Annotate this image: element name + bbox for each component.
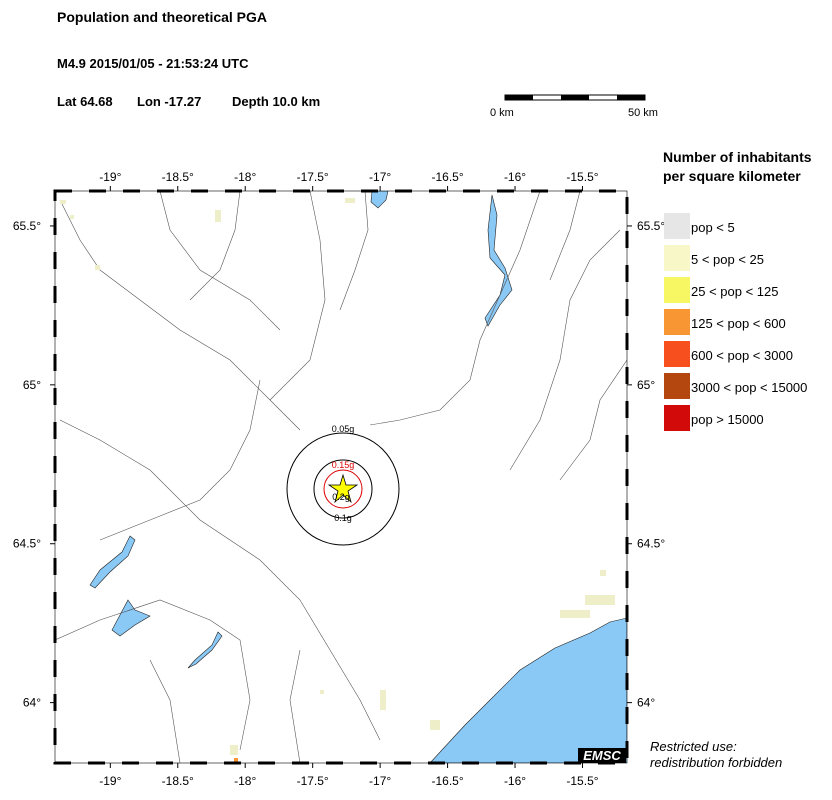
x-tick-label: -16.5°: [431, 774, 463, 788]
logo: EMSC: [583, 748, 621, 763]
river: [55, 599, 251, 751]
river: [159, 191, 281, 331]
y-tick-label: 65.5°: [637, 219, 665, 233]
scale-bar: 0 km 50 km: [490, 94, 658, 119]
lake: [111, 599, 151, 637]
y-tick-label: 65°: [637, 378, 655, 392]
x-tick-label: -17.5°: [297, 170, 329, 184]
x-tick-label: -17.5°: [297, 774, 329, 788]
pga-label: 0.2g: [332, 492, 350, 502]
x-tick-label: -19°: [99, 774, 121, 788]
river: [369, 191, 541, 426]
legend-label: 5 < pop < 25: [691, 252, 764, 267]
pga-label: 0.05g: [332, 424, 355, 434]
legend-label: pop < 5: [691, 220, 735, 235]
sea: [429, 617, 627, 763]
river: [99, 379, 261, 541]
river: [339, 191, 369, 311]
epicenter: [327, 473, 359, 504]
lake: [370, 191, 389, 209]
legend-swatch: [664, 341, 690, 367]
x-tick-label: -17°: [369, 170, 391, 184]
depth: Depth 10.0 km: [232, 94, 320, 109]
legend-swatch: [664, 277, 690, 303]
y-tick-label: 65.5°: [13, 219, 41, 233]
scale-start: 0 km: [490, 107, 514, 119]
pga-circles: 0.05g 0.15g 0.2g 0.1g: [286, 424, 400, 546]
river: [269, 191, 326, 401]
population-dots: [60, 198, 615, 762]
legend-swatch: [664, 309, 690, 335]
legend-label: pop > 15000: [691, 412, 764, 427]
river: [289, 649, 301, 763]
x-tick-label: -18.5°: [162, 170, 194, 184]
river-lake: [484, 194, 513, 327]
longitude: Lon -17.27: [137, 94, 201, 109]
x-tick-label: -19°: [99, 170, 121, 184]
legend: pop < 5 5 < pop < 25 25 < pop < 125 125 < p…: [664, 213, 807, 431]
x-tick-label: -15.5°: [566, 774, 598, 788]
pga-label: 0.15g: [332, 460, 355, 470]
legend-label: 25 < pop < 125: [691, 284, 778, 299]
lake: [187, 631, 223, 669]
river: [549, 191, 581, 281]
legend-label: 600 < pop < 3000: [691, 348, 793, 363]
river: [59, 199, 301, 431]
footer: redistribution forbidden: [650, 755, 782, 770]
scale-end: 50 km: [628, 107, 658, 119]
x-tick-label: -18°: [234, 774, 256, 788]
river: [149, 659, 181, 763]
pga-label: 0.1g: [334, 513, 352, 523]
legend-swatch: [664, 405, 690, 431]
legend-label: 3000 < pop < 15000: [691, 380, 807, 395]
x-tick-label: -16°: [504, 774, 526, 788]
legend-title: per square kilometer: [663, 168, 801, 184]
y-tick-label: 64.5°: [637, 537, 665, 551]
x-tick-label: -18.5°: [162, 774, 194, 788]
river: [189, 191, 241, 301]
map: 0.05g 0.15g 0.2g 0.1g EMSC -19° -19° -18.5…: [13, 170, 666, 788]
y-tick-label: 64.5°: [13, 537, 41, 551]
x-tick-label: -16°: [504, 170, 526, 184]
latitude: Lat 64.68: [57, 94, 113, 109]
river: [559, 359, 627, 481]
lake: [89, 535, 136, 589]
legend-swatch: [664, 213, 690, 239]
river: [59, 419, 381, 741]
legend-swatch: [664, 245, 690, 271]
legend-label: 125 < pop < 600: [691, 316, 786, 331]
x-tick-label: -18°: [234, 170, 256, 184]
x-tick-label: -15.5°: [566, 170, 598, 184]
y-tick-label: 65°: [23, 378, 41, 392]
legend-title: Number of inhabitants: [663, 149, 812, 165]
river: [509, 229, 621, 471]
title: Population and theoretical PGA: [57, 9, 267, 25]
x-tick-label: -17°: [369, 774, 391, 788]
y-tick-label: 64°: [637, 696, 655, 710]
event-info: M4.9 2015/01/05 - 21:53:24 UTC: [57, 56, 249, 71]
footer: Restricted use:: [650, 739, 737, 754]
legend-swatch: [664, 373, 690, 399]
x-tick-label: -16.5°: [431, 170, 463, 184]
y-tick-label: 64°: [23, 696, 41, 710]
